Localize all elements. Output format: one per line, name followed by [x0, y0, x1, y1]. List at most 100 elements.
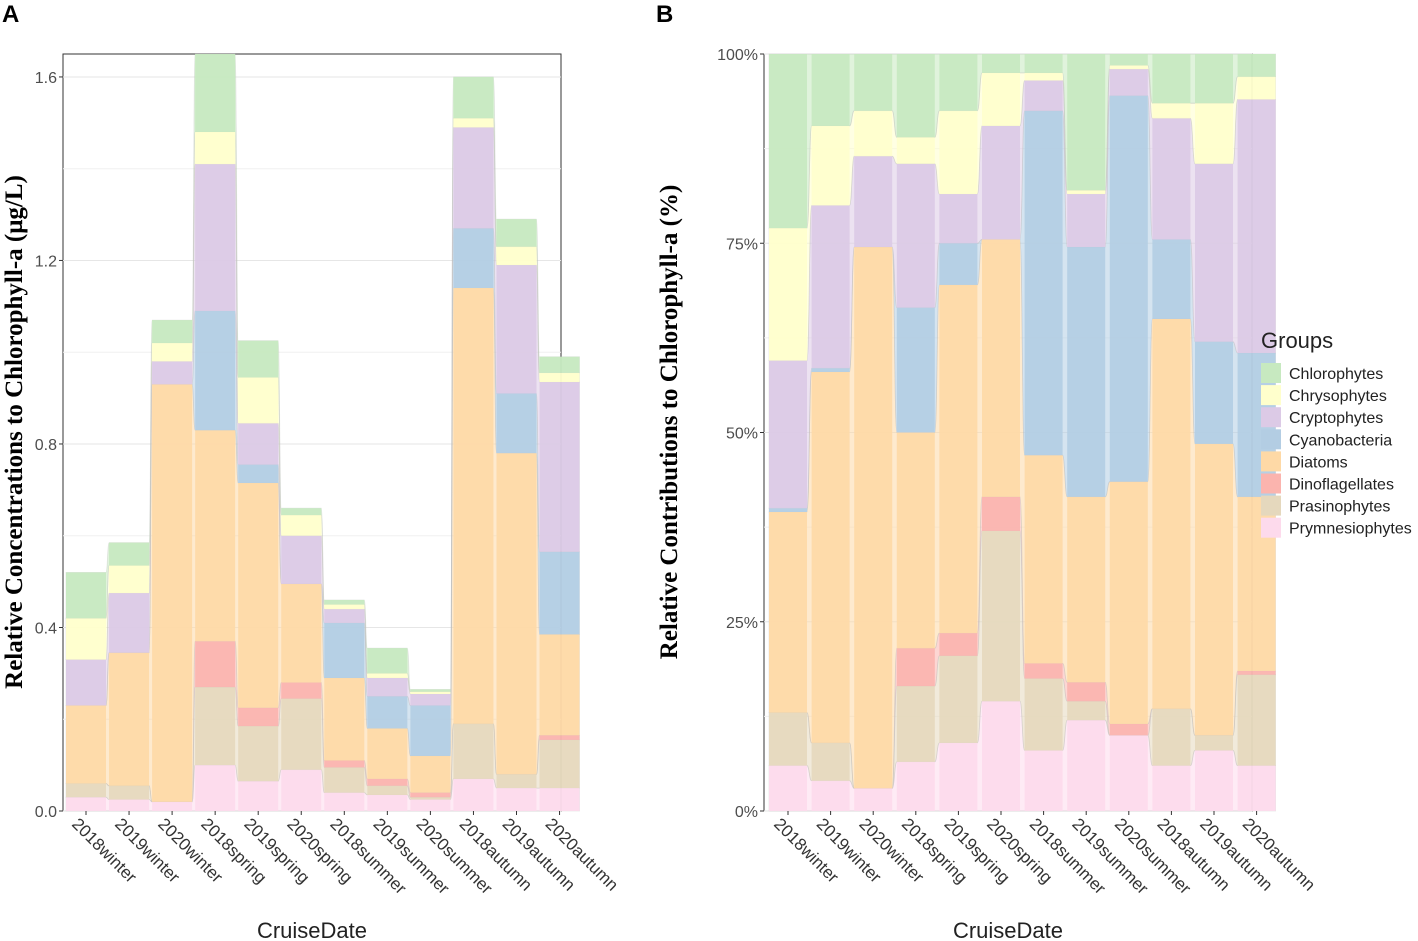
bar-cyanobacteria-2018summer: [1024, 110, 1063, 456]
bar-prasinophytes-2019spring: [939, 655, 978, 743]
bar-cyanobacteria-2018spring: [896, 307, 935, 433]
bar-prymnesiophytes-2018spring: [195, 765, 236, 811]
bar-dinoflagellates-2019summer: [1067, 682, 1106, 702]
bar-prymnesiophytes-2019spring: [238, 781, 279, 811]
bar-prasinophytes-2019spring: [238, 726, 279, 782]
bar-diatoms-2019spring: [939, 284, 978, 634]
bar-chlorophytes-2018autumn: [453, 76, 494, 119]
bar-prasinophytes-2018spring: [195, 687, 236, 766]
bar-prasinophytes-2018winter: [66, 783, 106, 798]
bar-diatoms-2020autumn: [539, 634, 580, 736]
bar-dinoflagellates-2019spring: [238, 707, 279, 727]
bar-diatoms-2020summer: [1109, 481, 1148, 724]
bar-cyanobacteria-2019autumn: [1195, 341, 1233, 444]
bar-chlorophytes-2019spring: [238, 340, 279, 378]
bar-prymnesiophytes-2020spring: [982, 701, 1020, 811]
bar-chrysophytes-2019spring: [939, 110, 978, 195]
bar-chrysophytes-2018spring: [195, 131, 236, 165]
bar-prasinophytes-2019summer: [1067, 701, 1106, 721]
y-tick-label: 0.0: [35, 804, 57, 821]
y-tick-label: 50%: [726, 426, 758, 443]
bar-cryptophytes-2020spring: [982, 125, 1020, 240]
bar-chrysophytes-2019winter: [109, 565, 150, 594]
legend-label-cyanobacteria: Cyanobacteria: [1289, 432, 1392, 449]
bar-cryptophytes-2019winter: [109, 593, 150, 653]
bar-cryptophytes-2020winter: [854, 156, 893, 248]
bar-prasinophytes-2020summer: [410, 797, 451, 800]
bar-diatoms-2019summer: [1067, 496, 1106, 683]
legend-label-dinoflagellates: Dinoflagellates: [1289, 477, 1394, 494]
bar-cryptophytes-2018summer: [324, 609, 365, 623]
bar-chlorophytes-2018summer: [1024, 54, 1063, 73]
bar-cryptophytes-2019spring: [238, 423, 279, 465]
bar-chrysophytes-2018autumn: [1152, 103, 1191, 119]
bar-cyanobacteria-2019autumn: [496, 393, 537, 454]
bar-cyanobacteria-2018winter: [769, 508, 807, 512]
bar-dinoflagellates-2019spring: [939, 633, 978, 656]
bar-prymnesiophytes-2018spring: [896, 761, 935, 811]
legend-label-diatoms: Diatoms: [1289, 454, 1348, 471]
bar-chrysophytes-2020autumn: [1237, 76, 1276, 100]
bar-chrysophytes-2019winter: [811, 125, 850, 206]
legend-items: Chlorophytes Chrysophytes Cryptophytes Cyan…: [1261, 363, 1412, 538]
bar-chlorophytes-2018spring: [195, 54, 236, 132]
area-chrysophytes: [768, 65, 1276, 361]
panel-label-b: B: [656, 1, 673, 28]
bar-chrysophytes-2018summer: [1024, 72, 1063, 81]
bar-diatoms-2018autumn: [1152, 318, 1191, 709]
bar-cyanobacteria-2018autumn: [1152, 239, 1191, 319]
y-tick-label: 25%: [726, 615, 758, 632]
bar-prasinophytes-2018winter: [769, 712, 807, 766]
bar-dinoflagellates-2020autumn: [1237, 670, 1276, 675]
bar-prymnesiophytes-2019spring: [939, 742, 978, 811]
bar-cyanobacteria-2018summer: [324, 622, 365, 678]
bar-chrysophytes-2018winter: [769, 228, 807, 361]
bar-chlorophytes-2018winter: [66, 572, 106, 619]
x-axis-ticks-b: 2018winter2019winter2020winter2018spring…: [770, 811, 1319, 898]
bar-cryptophytes-2018spring: [896, 163, 935, 308]
y-tick-label: 75%: [726, 236, 758, 253]
bar-prasinophytes-2019winter: [109, 785, 150, 800]
bar-cryptophytes-2018autumn: [453, 127, 494, 229]
bar-chlorophytes-2019winter: [811, 54, 850, 126]
bar-dinoflagellates-2018summer: [324, 760, 365, 768]
bar-chrysophytes-2019summer: [367, 673, 408, 678]
legend-swatch-diatoms: [1261, 451, 1281, 472]
bar-chlorophytes-2019winter: [109, 542, 150, 566]
bar-diatoms-2020winter: [152, 384, 193, 802]
bar-cryptophytes-2018winter: [66, 659, 106, 706]
bar-prymnesiophytes-2020autumn: [539, 788, 580, 811]
bar-diatoms-2020spring: [982, 239, 1020, 497]
legend-swatch-chlorophytes: [1261, 363, 1281, 383]
bar-prymnesiophytes-2019autumn: [496, 788, 537, 811]
bar-prymnesiophytes-2020spring: [281, 769, 322, 811]
bar-prasinophytes-2019summer: [367, 785, 408, 795]
bar-cryptophytes-2019autumn: [1195, 163, 1233, 342]
legend-swatch-prasinophytes: [1261, 495, 1281, 516]
bar-prymnesiophytes-2019winter: [811, 780, 850, 811]
bar-diatoms-2019summer: [367, 728, 408, 779]
bar-chrysophytes-2020summer: [410, 691, 451, 695]
bar-cryptophytes-2020summer: [410, 694, 451, 706]
bar-prymnesiophytes-2020summer: [410, 799, 451, 811]
bar-chrysophytes-2020autumn: [539, 372, 580, 383]
bar-chlorophytes-2018spring: [896, 54, 935, 138]
bar-dinoflagellates-2018summer: [1024, 663, 1063, 679]
bar-chrysophytes-2018spring: [896, 137, 935, 164]
bar-cryptophytes-2018winter: [769, 360, 807, 509]
bar-cyanobacteria-2020autumn: [539, 551, 580, 635]
bar-cryptophytes-2018summer: [1024, 80, 1063, 111]
y-tick-label: 1.2: [35, 253, 57, 270]
bar-cryptophytes-2020autumn: [1237, 99, 1276, 354]
bar-prasinophytes-2018autumn: [453, 723, 494, 779]
bar-cyanobacteria-2019summer: [367, 696, 408, 729]
bar-diatoms-2019winter: [811, 371, 850, 743]
bar-prasinophytes-2019autumn: [1195, 735, 1233, 751]
bar-dinoflagellates-2020autumn: [539, 735, 580, 740]
area-cyanobacteria: [768, 95, 1276, 513]
legend-swatch-cyanobacteria: [1261, 429, 1281, 450]
legend-label-prymnesiophytes: Prymnesiophytes: [1289, 521, 1412, 538]
bar-chrysophytes-2018autumn: [453, 118, 494, 128]
bar-prymnesiophytes-2020summer: [1109, 735, 1148, 811]
bar-cryptophytes-2018spring: [195, 164, 236, 311]
